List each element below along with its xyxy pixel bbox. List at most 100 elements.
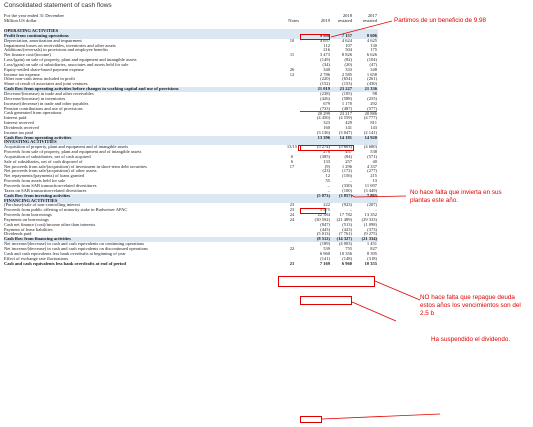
- row-label: Decrease/(increase) in trade and other r…: [4, 90, 94, 96]
- arrow-capex-head: [350, 194, 356, 198]
- row-value-2019: 679: [323, 100, 330, 106]
- row-value-2018: –: [349, 178, 352, 184]
- header-period: For the year ended 31 December: [4, 13, 65, 18]
- row-value-2019: 222: [323, 202, 330, 208]
- annotation-dividend: Ha suspendido el dividendo.: [431, 336, 511, 343]
- row-value-2018: (3 047): [338, 129, 352, 135]
- row-label: Net increase/(decrease) in cash and cash…: [4, 245, 148, 251]
- row-label: Depreciation, amortization and impairmen…: [4, 37, 82, 43]
- row-value-2018: 6 960: [341, 260, 352, 266]
- row-label: Net finance cost/(income): [4, 52, 51, 58]
- row-label: Net increase/(decrease) in cash and cash…: [4, 241, 145, 247]
- table-row: Cash and cash equivalents less bank over…: [4, 260, 378, 267]
- row-value-2017: (571): [367, 153, 377, 159]
- row-value-2019: (149): [320, 57, 330, 63]
- row-value-2019: 5 575: [319, 207, 330, 213]
- row-value-2017: (318): [367, 255, 377, 261]
- table-row: Cash flow from investing activities (5 07…: [4, 193, 378, 199]
- row-value-2017: 827: [370, 245, 377, 251]
- header-period-block: For the year ended 31 December Million U…: [4, 13, 64, 23]
- row-label: Interest received: [4, 120, 34, 126]
- row-value-2017: 130: [370, 42, 377, 48]
- table-row: Proceeds from sale of property, plant an…: [4, 149, 378, 155]
- header-col-2018-note: restated: [337, 18, 352, 24]
- row-label: Loss/(gain) on sale of subsidiaries, ass…: [4, 61, 129, 67]
- annotation-capex: No hace falta que invierta en sus planta…: [410, 189, 502, 205]
- row-value-2017: 21 336: [364, 86, 377, 92]
- row-note: 24: [289, 212, 295, 218]
- row-label: Income tax expense: [4, 71, 40, 77]
- row-value-2019: 6 960: [319, 250, 330, 256]
- row-value-2018: (21 489): [336, 216, 352, 222]
- row-value-2019: (847): [320, 221, 330, 227]
- row-label: Cash flow from financing activities: [4, 236, 71, 242]
- table-row: Loss/(gain) on sale of property, plant a…: [4, 57, 378, 63]
- row-value-2018: (4 559): [338, 115, 352, 121]
- row-value-2017: 348: [370, 66, 377, 72]
- row-label: Cash flow from operating activities: [4, 134, 72, 140]
- row-value-2018: 10 356: [339, 250, 352, 256]
- row-label: Net proceeds from sale/(acquisition) of …: [4, 163, 147, 169]
- table-row: Profit from continuing operations 9 990 7 …: [4, 33, 378, 39]
- row-value-2018: (4 003): [338, 241, 352, 247]
- row-label: Decrease/(increase) in inventories: [4, 95, 66, 101]
- row-value-2019: 3 473: [319, 52, 330, 58]
- row-value-2017: (4 777): [363, 115, 377, 121]
- table-row: Interest received 323 429 811: [4, 120, 378, 126]
- table-row: Equity-settled share-based payment expen…: [4, 66, 378, 73]
- row-note: 6: [290, 153, 294, 159]
- row-value-2018: (100): [342, 187, 352, 193]
- row-label: Additions/(reversals) in provisions and …: [4, 47, 109, 53]
- row-value-2019: (141): [320, 255, 330, 261]
- section-header: INVESTING ACTIVITIES: [4, 139, 378, 146]
- table-row: Proceeds from assets held for sale 55 – 13: [4, 178, 378, 184]
- table-header: For the year ended 31 December Million U…: [4, 13, 378, 29]
- row-label: Impairment losses on receivables, invent…: [4, 42, 116, 48]
- row-value-2017: 1 658: [366, 71, 377, 77]
- row-value-2018: 437: [345, 149, 352, 155]
- row-value-2019: (443): [320, 226, 330, 232]
- row-value-2018: 504: [345, 47, 352, 53]
- row-value-2018: (82): [344, 57, 353, 63]
- row-value-2019: 323: [323, 120, 330, 126]
- row-value-2017: (4 680): [363, 144, 377, 150]
- row-value-2019: 20 299: [300, 111, 330, 117]
- row-value-2018: (330): [342, 183, 352, 188]
- row-label: Payments on borrowings: [4, 216, 49, 222]
- row-value-2019: 276: [323, 149, 330, 155]
- table-row: Income tax paid (3 136) (3 047) (2 141): [4, 129, 378, 136]
- table-row: Payment of lease liabilities (443) (423) (3…: [4, 226, 378, 233]
- document-title: Consolidated statement of cash flows: [4, 2, 112, 9]
- arrow-debt: [374, 280, 421, 301]
- row-value-2018: (20): [344, 61, 353, 67]
- section-header: OPERATING ACTIVITIES: [4, 28, 378, 34]
- row-value-2019: 539: [323, 245, 330, 251]
- annotation-profit: Partimos de un beneficio de 9.98: [394, 17, 487, 24]
- row-value-2019: 340: [323, 66, 330, 72]
- row-value-2019: 7 169: [319, 260, 330, 266]
- row-value-2018: (84): [344, 153, 353, 159]
- row-label: INVESTING ACTIVITIES: [4, 139, 57, 145]
- row-value-2017: 13 352: [364, 212, 377, 218]
- row-value-2018: 755: [345, 245, 352, 251]
- row-value-2017: 20 886: [347, 111, 377, 117]
- row-value-2017: 292: [370, 100, 377, 106]
- row-value-2019: 160: [323, 124, 330, 130]
- row-value-2019: (23): [322, 168, 331, 174]
- row-value-2019: 22 584: [317, 212, 330, 218]
- row-value-2018: (423): [342, 226, 352, 232]
- table-row: Net repayments/(payments) of loans grant…: [4, 173, 378, 179]
- header-col-2017-year: 2017: [367, 13, 377, 18]
- row-value-2019: 21 019: [317, 86, 330, 92]
- row-value-2017: 11 697: [364, 183, 377, 188]
- row-label: OPERATING ACTIVITIES: [4, 28, 59, 33]
- row-label: Dividends received: [4, 124, 39, 130]
- row-value-2018: –: [349, 207, 352, 213]
- row-value-2017: 1 451: [366, 241, 377, 247]
- table-row: Impairment losses on receivables, invent…: [4, 42, 378, 49]
- row-note: 23: [289, 202, 295, 208]
- row-label: Cash and cash equivalents less bank over…: [4, 250, 126, 256]
- row-value-2018: (148): [342, 255, 352, 261]
- row-note: 24: [289, 216, 295, 222]
- row-value-2017: 8 395: [366, 250, 377, 256]
